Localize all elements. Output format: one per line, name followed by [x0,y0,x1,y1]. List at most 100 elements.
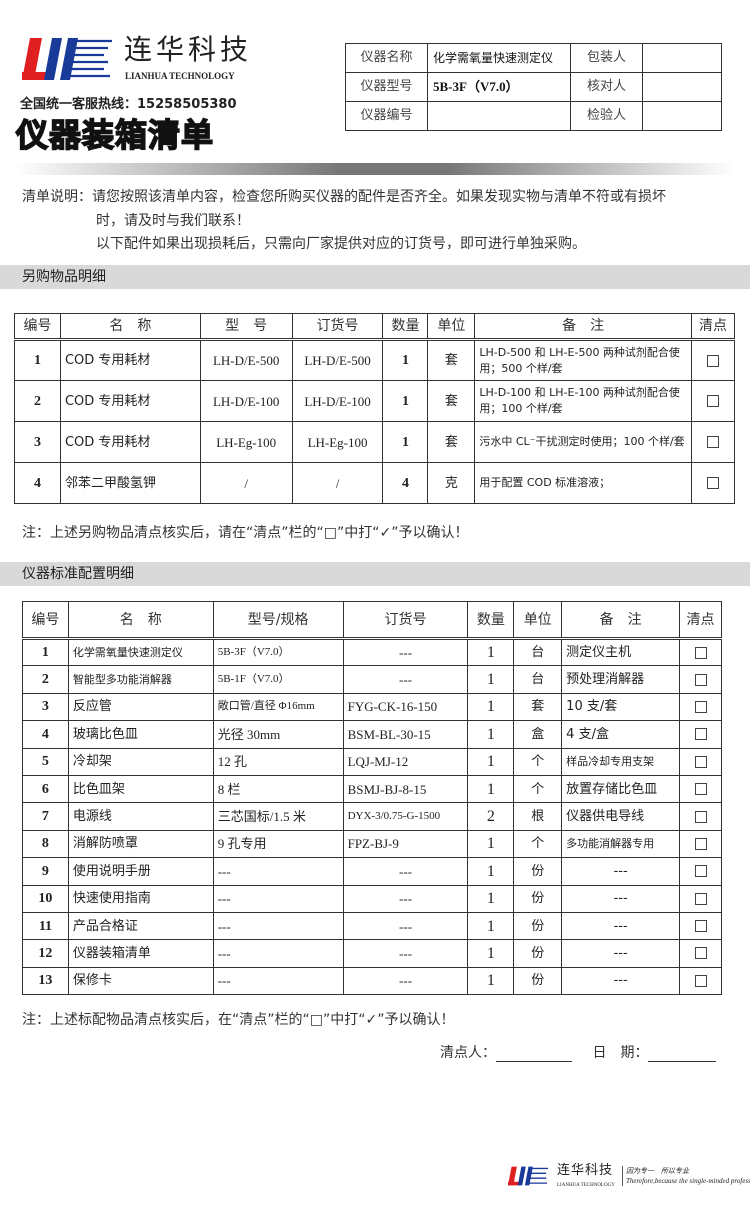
brand-name-en: LIANHUA TECHNOLOGY [125,71,235,81]
column-header: 清点 [679,601,722,640]
checkbox[interactable] [694,892,707,905]
info-value: 5B-3F（V7.0） [427,72,571,102]
info-label: 仪器名称 [345,43,428,73]
item-number: 1 [22,637,69,667]
quantity: 1 [467,939,515,968]
checkbox[interactable] [694,673,707,686]
quantity: 1 [467,966,515,996]
instruction-line: 清单说明：请您按照该清单内容，检查您所购买仪器的配件是否齐全。如果发现实物与清单… [22,189,666,205]
divider-gradient [15,163,735,175]
item-number: 13 [22,966,69,996]
checkbox[interactable] [707,354,719,367]
order-number: / [291,462,384,504]
instruction-line: 以下配件如果出现损耗后，只需向厂家提供对应的订货号，即可进行单独采购。 [96,236,586,252]
check-cell [679,857,722,886]
item-number: 7 [22,802,69,831]
instructions: 清单说明：请您按照该清单内容，检查您所购买仪器的配件是否齐全。如果发现实物与清单… [22,186,737,257]
note-standard: 注：上述标配物品清点核实后，在“清点”栏的“□”中打“✓”予以确认！ [22,1012,455,1028]
checker-label: 清点人： [440,1045,496,1061]
quantity: 1 [382,421,429,463]
checkbox[interactable] [707,436,719,448]
footer-brand-en: LIANHUA TECHNOLOGY [557,1183,615,1188]
remark: --- [561,966,681,996]
check-cell [691,462,735,504]
checkbox[interactable] [694,974,707,987]
item-model: LH-Eg-100 [199,421,293,463]
checkbox[interactable] [694,837,707,850]
checkbox[interactable] [694,755,707,768]
remark: 样品冷却专用支架 [561,747,681,776]
table-row: 2 COD 专用耗材 LH-D/E-100 LH-D/E-100 1 套 LH-D-100 … [14,380,735,422]
item-number: 2 [22,665,69,694]
checkbox[interactable] [707,395,719,407]
item-model: 敞口管/直径 Φ16mm [212,692,344,722]
item-name: 保修卡 [67,966,214,996]
footer-logo [508,1166,548,1186]
checkbox[interactable] [694,700,707,713]
unit: 套 [513,692,563,722]
column-header: 型 号 [199,313,293,341]
table-row: 5 冷却架 12 孔 LQJ-MJ-12 1 个样品冷却专用支架 [22,747,722,776]
check-cell [679,829,722,859]
info-label: 检验人 [570,101,643,131]
checkbox[interactable] [694,865,707,878]
unit: 个 [513,747,563,776]
table-row: 2 智能型多功能消解器 5B-1F（V7.0） --- 1 台预处理消解器 [22,665,722,694]
item-number: 11 [22,911,69,941]
info-value[interactable] [642,101,722,131]
checkbox[interactable] [694,728,707,741]
info-label: 核对人 [570,72,643,102]
item-number: 2 [14,380,61,422]
table-row: 7 电源线 三芯国标/1.5 米 DYX-3/0.75-G-1500 2 根仪器供电导线 [22,802,722,831]
date-label: 日 期： [592,1045,649,1061]
quantity: 1 [467,829,515,859]
check-cell [679,665,722,694]
remark: 用于配置 COD 标准溶液； [474,462,692,504]
column-header: 名 称 [59,313,201,341]
order-number: LH-D/E-100 [291,380,384,422]
checkbox[interactable] [694,947,707,960]
item-number: 3 [14,421,61,463]
checkbox[interactable] [694,783,707,796]
column-header: 编号 [22,601,69,640]
remark: --- [561,911,681,941]
date-field[interactable] [648,1048,717,1062]
check-cell [679,692,722,722]
quantity: 1 [467,911,515,941]
quantity: 1 [467,884,515,913]
checkbox[interactable] [707,477,719,489]
unit: 份 [513,966,563,996]
checkbox[interactable] [694,810,707,823]
unit: 份 [513,884,563,913]
checkbox[interactable] [694,920,707,933]
signature-area: 清点人： 日 期： [440,1044,732,1062]
table-row: 4 邻苯二甲酸氢钾 //4 克用于配置 COD 标准溶液； [14,462,735,504]
unit: 个 [513,829,563,859]
column-header: 型号/规格 [212,601,344,640]
checker-field[interactable] [496,1048,572,1062]
table-row: 11 产品合格证 --- --- 1 份 --- [22,911,722,941]
item-name: 智能型多功能消解器 [67,665,214,694]
order-number: --- [342,857,469,886]
unit: 克 [427,462,476,504]
lianhua-logo [22,38,112,80]
order-number: BSMJ-BJ-8-15 [342,774,469,804]
info-value[interactable] [642,43,722,73]
order-number: FYG-CK-16-150 [342,692,469,722]
check-cell [679,747,722,776]
info-label: 包装人 [570,43,643,73]
item-name: COD 专用耗材 [59,421,201,463]
checkbox[interactable] [694,646,707,659]
check-cell [679,802,722,831]
info-value[interactable] [642,72,722,102]
table-row: 12 仪器装箱清单 --- --- 1 份 --- [22,939,722,968]
column-header: 备 注 [561,601,681,640]
item-name: 化学需氧量快速测定仪 [67,637,214,667]
extra-items-table: 编号名 称型 号订货号 数量 单位备 注清点 1 COD 专用耗材 LH-D/E-500 L… [14,313,735,504]
item-number: 4 [22,720,69,749]
remark: --- [561,939,681,968]
section-title-standard: 仪器标准配置明细 [0,562,750,586]
table-row: 9 使用说明手册 --- --- 1 份 --- [22,857,722,886]
info-row: 仪器名称 化学需氧量快速测定仪 包装人 [345,43,722,73]
table-row: 8 消解防喷罩 9 孔专用 FPZ-BJ-9 1 个多功能消解器专用 [22,829,722,859]
